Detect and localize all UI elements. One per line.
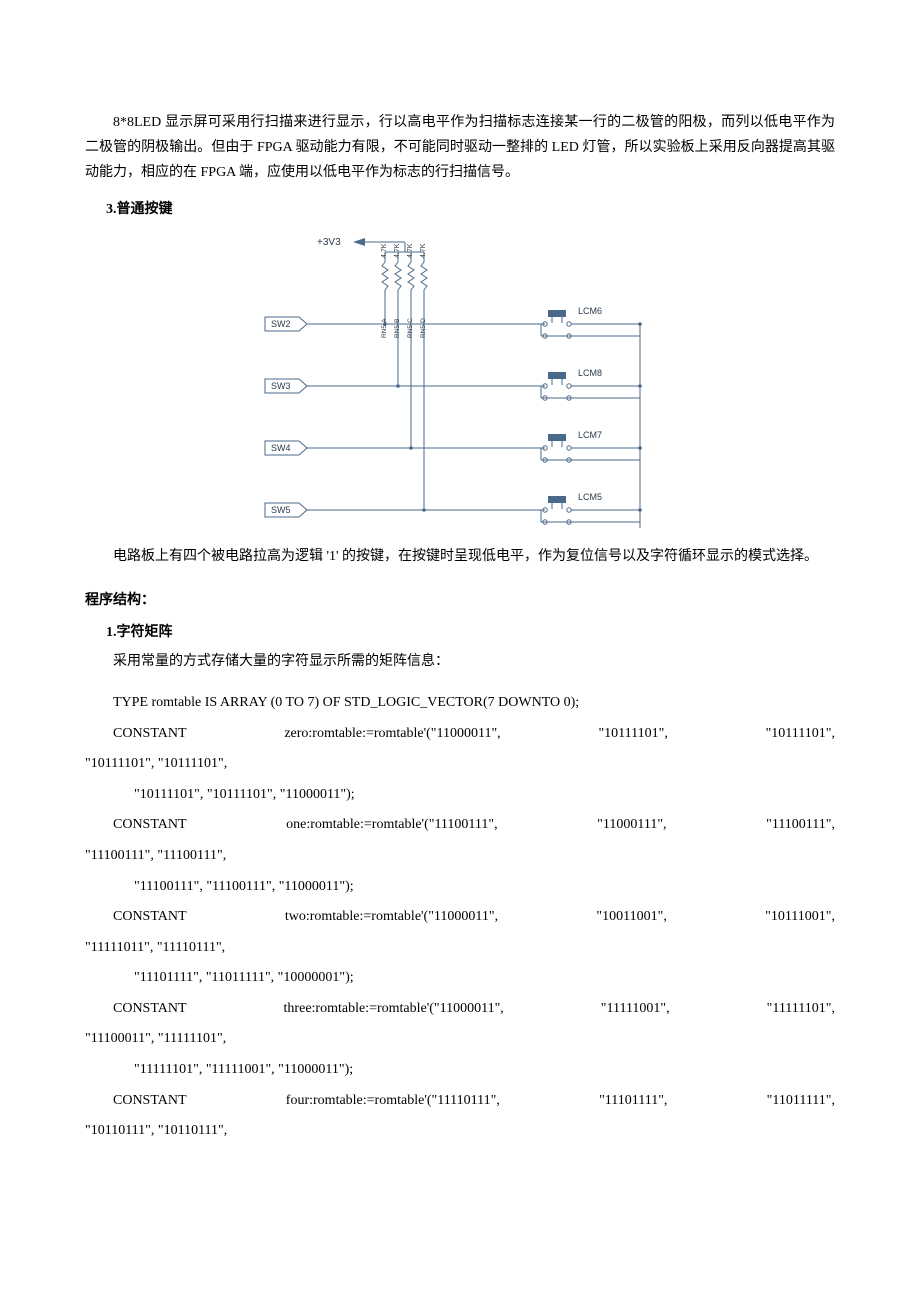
svg-text:4.7K: 4.7K — [381, 243, 388, 258]
heading-char-matrix: 1.字符矩阵 — [85, 621, 835, 641]
code-line: "11111011", "11110111", — [85, 935, 835, 962]
svg-text:LCM6: LCM6 — [578, 306, 602, 316]
svg-text:4.7K: 4.7K — [407, 243, 414, 258]
svg-text:LCM7: LCM7 — [578, 430, 602, 440]
paragraph-led: 8*8LED 显示屏可采用行扫描来进行显示，行以高电平作为扫描标志连接某一行的二… — [85, 110, 835, 186]
svg-text:4.7K: 4.7K — [420, 243, 427, 258]
code-line: CONSTANTthree:romtable:=romtable'("11000… — [85, 996, 835, 1023]
svg-text:RN5-A: RN5-A — [381, 317, 388, 337]
svg-text:4.7K: 4.7K — [394, 243, 401, 258]
paragraph-matrix-desc: 采用常量的方式存储大量的字符显示所需的矩阵信息： — [85, 649, 835, 674]
code-line: CONSTANTfour:romtable:=romtable'("111101… — [85, 1088, 835, 1115]
svg-text:LCM8: LCM8 — [578, 368, 602, 378]
svg-text:RN5-B: RN5-B — [394, 318, 401, 338]
code-line: CONSTANTone:romtable:=romtable'("1110011… — [85, 812, 835, 839]
code-line: "11100111", "11100111", — [85, 843, 835, 870]
code-line: "10111101", "10111101", — [85, 751, 835, 778]
svg-text:SW2: SW2 — [271, 319, 291, 329]
svg-text:LCM5: LCM5 — [578, 492, 602, 502]
code-line: "10111101", "10111101", "11000011"); — [85, 782, 835, 809]
code-line: "11101111", "11011111", "10000001"); — [85, 965, 835, 992]
code-line: CONSTANTzero:romtable:=romtable'("110000… — [85, 721, 835, 748]
code-line: "11100011", "11111101", — [85, 1026, 835, 1053]
svg-text:SW4: SW4 — [271, 443, 291, 453]
code-line: TYPE romtable IS ARRAY (0 TO 7) OF STD_L… — [85, 690, 835, 717]
heading-program-structure: 程序结构： — [85, 589, 835, 609]
code-line: "10110111", "10110111", — [85, 1118, 835, 1145]
svg-text:RN5-C: RN5-C — [407, 317, 414, 337]
svg-text:+3V3: +3V3 — [317, 237, 341, 248]
svg-text:RN5-D: RN5-D — [420, 317, 427, 337]
code-line: "11111101", "11111001", "11000011"); — [85, 1057, 835, 1084]
heading-buttons: 3.普通按键 — [85, 198, 835, 218]
code-line: CONSTANTtwo:romtable:=romtable'("1100001… — [85, 904, 835, 931]
paragraph-buttons: 电路板上有四个被电路拉高为逻辑 '1' 的按键，在按键时呈现低电平，作为复位信号… — [85, 544, 835, 569]
svg-text:SW5: SW5 — [271, 505, 291, 515]
svg-text:SW3: SW3 — [271, 381, 291, 391]
schematic-diagram: +3V3 4.7K RN5-A 4.7K RN5-B 4.7K RN5-C 4.7K RN5-D… — [245, 228, 675, 528]
code-line: "11100111", "11100111", "11000011"); — [85, 874, 835, 901]
